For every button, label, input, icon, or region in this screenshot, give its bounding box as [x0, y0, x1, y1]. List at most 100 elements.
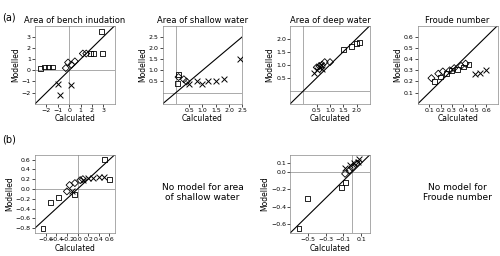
X-axis label: Calculated: Calculated: [310, 243, 350, 252]
Y-axis label: Modelled: Modelled: [260, 176, 270, 211]
Point: [313, 65, 321, 69]
X-axis label: Calculated: Calculated: [54, 243, 96, 252]
Point: [313, 68, 321, 72]
Point: [439, 69, 447, 73]
Point: [236, 57, 244, 61]
Point: [341, 180, 349, 185]
Point: [295, 227, 303, 231]
Y-axis label: Modelled: Modelled: [138, 47, 147, 82]
Point: [350, 161, 358, 165]
Point: [318, 63, 326, 67]
Point: [436, 75, 444, 79]
X-axis label: Calculated: Calculated: [310, 114, 350, 123]
Point: [356, 40, 364, 45]
Point: [341, 166, 349, 170]
Text: No model for area
of shallow water: No model for area of shallow water: [162, 183, 244, 202]
Point: [174, 75, 182, 79]
Point: [318, 67, 326, 71]
Point: [304, 196, 312, 200]
Point: [185, 82, 193, 86]
Point: [341, 172, 349, 176]
Point: [348, 45, 356, 49]
Point: [354, 160, 362, 164]
Point: [346, 163, 354, 167]
Point: [460, 65, 468, 69]
Point: [63, 189, 71, 194]
Point: [173, 82, 181, 86]
Point: [204, 79, 212, 83]
Title: Area of bench inudation: Area of bench inudation: [24, 16, 126, 25]
Point: [56, 93, 64, 97]
Point: [55, 196, 63, 200]
Point: [79, 177, 87, 181]
Point: [454, 67, 462, 71]
Point: [71, 59, 79, 63]
Point: [320, 60, 328, 64]
Point: [198, 82, 206, 86]
Point: [47, 201, 55, 205]
Point: [220, 77, 228, 81]
Point: [326, 60, 334, 64]
X-axis label: Calculated: Calculated: [437, 114, 478, 123]
Point: [66, 183, 74, 187]
Point: [79, 178, 87, 182]
Title: Area of shallow water: Area of shallow water: [157, 16, 248, 25]
Point: [84, 176, 92, 180]
Point: [476, 70, 484, 74]
Point: [68, 63, 76, 67]
Point: [348, 166, 356, 170]
Point: [82, 51, 90, 56]
Title: Area of deep water: Area of deep water: [290, 16, 370, 25]
Point: [64, 60, 72, 65]
Point: [98, 51, 106, 56]
Point: [428, 76, 436, 80]
Point: [310, 70, 318, 74]
Point: [352, 161, 360, 165]
Point: [97, 29, 105, 33]
Point: [106, 177, 114, 181]
Point: [457, 64, 465, 68]
Point: [431, 79, 439, 83]
Point: [87, 51, 95, 56]
Point: [465, 63, 473, 67]
Point: [352, 42, 360, 46]
Point: [71, 193, 79, 197]
Point: [182, 79, 190, 83]
Point: [40, 65, 48, 69]
Point: [68, 189, 76, 194]
Point: [316, 64, 324, 68]
Text: (a): (a): [2, 13, 16, 23]
Point: [448, 68, 456, 72]
Point: [54, 82, 62, 86]
Point: [212, 79, 220, 83]
Text: No model for
Froude number: No model for Froude number: [423, 183, 492, 202]
Point: [356, 157, 364, 161]
Point: [434, 72, 442, 76]
Point: [76, 178, 84, 182]
Point: [89, 51, 97, 56]
Point: [95, 175, 103, 179]
Point: [174, 73, 182, 77]
Point: [340, 47, 347, 51]
Point: [39, 226, 47, 230]
Title: Froude number: Froude number: [426, 16, 490, 25]
Y-axis label: Modelled: Modelled: [266, 47, 274, 82]
Point: [68, 83, 76, 87]
Point: [316, 65, 324, 69]
Point: [316, 63, 324, 67]
Point: [462, 61, 469, 66]
Y-axis label: Modelled: Modelled: [11, 47, 20, 82]
Point: [180, 77, 188, 81]
Y-axis label: Modelled: Modelled: [394, 47, 402, 82]
X-axis label: Calculated: Calculated: [54, 114, 96, 123]
Point: [193, 79, 201, 83]
Point: [446, 68, 454, 72]
Point: [71, 181, 79, 185]
Point: [450, 66, 458, 70]
Point: [100, 175, 108, 179]
Point: [62, 66, 70, 70]
Point: [482, 68, 490, 72]
Point: [346, 168, 354, 172]
Point: [100, 157, 108, 162]
Point: [442, 72, 450, 76]
